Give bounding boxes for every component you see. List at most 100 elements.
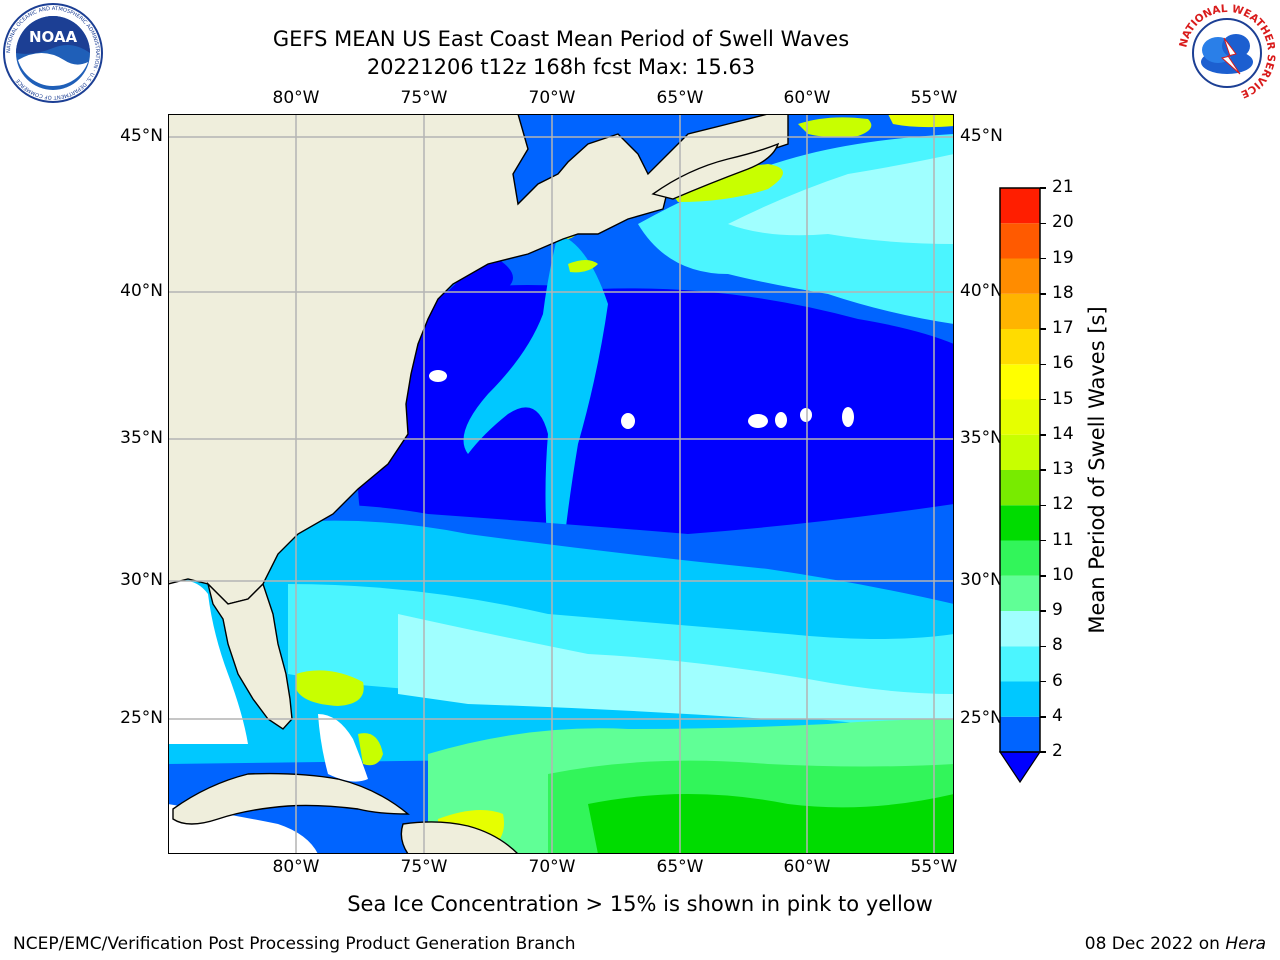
lon-label-bottom: 75°W bbox=[400, 857, 448, 877]
colorbar-label: Mean Period of Swell Waves [s] bbox=[1085, 306, 1109, 634]
patch-12-14-ne1 bbox=[668, 164, 783, 202]
colorbar-tick-mark bbox=[1040, 363, 1046, 365]
colorbar-tick-mark bbox=[1040, 645, 1046, 647]
colorbar-swatch bbox=[1000, 540, 1040, 576]
colorbar-tick-label: 10 bbox=[1052, 564, 1074, 585]
lon-label-bottom: 80°W bbox=[272, 857, 320, 877]
lat-label-right: 45°N bbox=[960, 126, 1003, 146]
lon-label-bottom: 70°W bbox=[528, 857, 576, 877]
colorbar-tick-label: 13 bbox=[1052, 459, 1074, 479]
lat-label-left: 25°N bbox=[120, 708, 163, 728]
lon-label-top: 75°W bbox=[400, 88, 448, 108]
missing-blob-2 bbox=[621, 413, 635, 429]
land-nova-scotia bbox=[651, 142, 780, 200]
colorbar-tick-label: 9 bbox=[1052, 600, 1063, 620]
colorbar-tick-label: 19 bbox=[1052, 247, 1074, 268]
patch-12-14-ne3 bbox=[888, 114, 954, 128]
land-cuba bbox=[172, 772, 410, 825]
colorbar-swatch bbox=[1000, 329, 1040, 365]
graticule bbox=[168, 114, 954, 854]
colorbar-swatch bbox=[1000, 258, 1040, 294]
colorbar-swatch bbox=[1000, 188, 1040, 224]
patch-bahamas-1 bbox=[296, 670, 364, 706]
noaa-logo-text: NOAA bbox=[29, 28, 78, 46]
lon-label-bottom: 65°W bbox=[656, 857, 704, 877]
colorbar-swatch bbox=[1000, 505, 1040, 541]
noaa-logo: NOAA NATIONAL OCEANIC AND ATMOSPHERIC AD… bbox=[3, 3, 103, 103]
lat-label-left: 35°N bbox=[120, 428, 163, 448]
lon-label-bottom: 60°W bbox=[783, 857, 831, 877]
colorbar-tick-label: 17 bbox=[1052, 318, 1074, 338]
lat-label-left: 30°N bbox=[120, 570, 163, 590]
missing-blob-5 bbox=[800, 408, 812, 422]
land-north-america bbox=[168, 114, 789, 605]
ne-cyan-light bbox=[728, 154, 954, 244]
colorbar-swatch bbox=[1000, 223, 1040, 259]
colorbar-swatch bbox=[1000, 399, 1040, 435]
colorbar-tick-label: 8 bbox=[1052, 635, 1063, 656]
lat-label-right: 35°N bbox=[960, 428, 1003, 448]
patch-bahamas-2 bbox=[358, 733, 383, 766]
colorbar-tick-mark bbox=[1040, 434, 1046, 436]
colorbar-tick-mark bbox=[1040, 398, 1046, 401]
colorbar-tick-mark bbox=[1040, 539, 1046, 542]
patch-12-14-ne2 bbox=[798, 117, 872, 138]
lat-label-right: 40°N bbox=[960, 281, 1003, 301]
colorbar-tick-mark bbox=[1040, 504, 1046, 506]
missing-blob-3 bbox=[748, 414, 768, 428]
colorbar-tick-mark bbox=[1040, 716, 1046, 718]
missing-gulf-of-mexico bbox=[168, 580, 248, 744]
colorbar-tick-mark bbox=[1040, 293, 1046, 295]
colorbar-tick-mark bbox=[1040, 575, 1046, 577]
lat-label-left: 45°N bbox=[120, 126, 163, 146]
colorbar-tick-label: 2 bbox=[1052, 741, 1063, 761]
footer-credit: NCEP/EMC/Verification Post Processing Pr… bbox=[13, 934, 576, 954]
chart-subtitle-run: 20221206 t12z 168h fcst Max: 15.63 bbox=[366, 55, 756, 79]
band-8-9 bbox=[398, 614, 954, 719]
lon-label-top: 65°W bbox=[656, 88, 704, 108]
colorbar-tick-label: 18 bbox=[1052, 282, 1074, 303]
colorbar-swatch bbox=[1000, 716, 1040, 752]
colorbar-swatch bbox=[1000, 293, 1040, 329]
patch-ne-small bbox=[568, 260, 598, 273]
colorbar-swatch bbox=[1000, 646, 1040, 682]
land-hispaniola bbox=[400, 821, 519, 854]
missing-blob-4 bbox=[775, 412, 787, 428]
colorbar-swatch bbox=[1000, 434, 1040, 470]
colorbar-tick-label: 4 bbox=[1052, 705, 1063, 726]
colorbar-tick-label: 6 bbox=[1052, 670, 1063, 691]
colorbar-tick-mark bbox=[1040, 469, 1046, 471]
footer-host: Hera bbox=[1225, 934, 1266, 954]
nws-logo: NATIONAL WEATHER SERVICE bbox=[1177, 3, 1277, 102]
under-2s-region bbox=[354, 285, 954, 580]
colorbar-swatch bbox=[1000, 681, 1040, 717]
colorbar-tick-label: 16 bbox=[1052, 353, 1074, 374]
colorbar-tick-mark bbox=[1040, 328, 1046, 330]
colorbar-tick-mark bbox=[1040, 751, 1046, 753]
colorbar-tick-label: 11 bbox=[1052, 529, 1074, 550]
missing-blob-6 bbox=[842, 407, 854, 427]
colorbar-under-triangle bbox=[998, 751, 1042, 784]
colorbar bbox=[998, 187, 1042, 784]
lat-label-left: 40°N bbox=[120, 281, 163, 301]
colorbar-tick-label: 14 bbox=[1052, 423, 1074, 444]
colorbar-tick-label: 15 bbox=[1052, 388, 1074, 409]
lat-label-right: 30°N bbox=[960, 570, 1003, 590]
colorbar-tick-mark bbox=[1040, 680, 1046, 683]
sea-ice-note: Sea Ice Concentration > 15% is shown in … bbox=[347, 892, 933, 916]
swell-period-map bbox=[168, 114, 954, 854]
footer-date: 08 Dec 2022 on Hera bbox=[1085, 934, 1266, 954]
colorbar-tick-mark bbox=[1040, 222, 1046, 224]
lon-label-top: 80°W bbox=[272, 88, 320, 108]
lon-label-top: 70°W bbox=[528, 88, 576, 108]
footer-date-text: 08 Dec 2022 on bbox=[1084, 934, 1226, 954]
colorbar-tick-label: 20 bbox=[1052, 212, 1074, 233]
plume-4-6 bbox=[463, 234, 608, 554]
missing-blob-1 bbox=[429, 370, 447, 382]
lon-label-top: 60°W bbox=[783, 88, 831, 108]
colorbar-tick-mark bbox=[1040, 610, 1046, 612]
colorbar-swatch bbox=[1000, 611, 1040, 647]
colorbar-swatch bbox=[1000, 364, 1040, 400]
lat-label-right: 25°N bbox=[960, 708, 1003, 728]
lon-label-top: 55°W bbox=[910, 88, 958, 108]
